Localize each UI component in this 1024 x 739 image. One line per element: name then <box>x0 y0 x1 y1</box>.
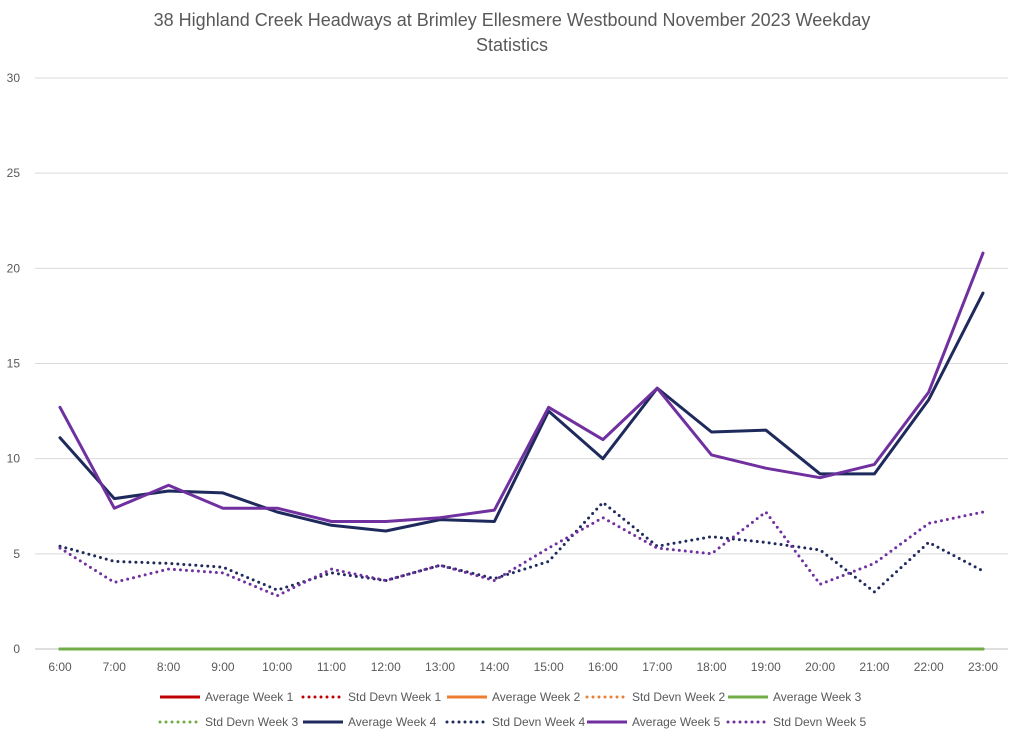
x-tick-label: 7:00 <box>103 660 127 674</box>
series-lines <box>58 251 985 651</box>
x-tick-label: 9:00 <box>211 660 235 674</box>
x-tick-label: 16:00 <box>588 660 618 674</box>
x-tick-label: 8:00 <box>157 660 181 674</box>
x-tick-label: 14:00 <box>479 660 509 674</box>
x-tick-label: 19:00 <box>751 660 781 674</box>
legend-label: Average Week 2 <box>492 690 581 704</box>
x-tick-label: 18:00 <box>697 660 727 674</box>
x-tick-label: 10:00 <box>262 660 292 674</box>
legend-label: Average Week 1 <box>205 690 294 704</box>
legend-label: Std Devn Week 5 <box>773 715 866 729</box>
series-line-average-week-4 <box>58 291 985 533</box>
series-line-std-devn-week-4 <box>58 500 985 594</box>
chart-title-line-2: Statistics <box>475 35 549 55</box>
x-tick-label: 11:00 <box>317 660 346 674</box>
x-tick-label: 23:00 <box>968 660 998 674</box>
y-tick-label: 25 <box>7 166 21 180</box>
x-tick-label: 15:00 <box>534 660 564 674</box>
y-tick-label: 5 <box>13 547 20 561</box>
y-tick-label: 15 <box>7 357 21 371</box>
series-line-average-week-5 <box>58 251 985 523</box>
y-tick-label: 0 <box>13 642 20 656</box>
legend-label: Std Devn Week 4 <box>492 715 585 729</box>
y-tick-label: 10 <box>7 452 21 466</box>
legend-label: Std Devn Week 1 <box>348 690 441 704</box>
x-tick-label: 21:00 <box>859 660 889 674</box>
legend-label: Average Week 5 <box>632 715 721 729</box>
x-tick-label: 6:00 <box>48 660 72 674</box>
legend-label: Average Week 3 <box>773 690 862 704</box>
y-tick-label: 30 <box>7 71 21 85</box>
y-axis-ticks: 0 5 10 15 20 25 30 <box>7 71 21 656</box>
chart-title: 38 Highland Creek Headways at Brimley El… <box>0 8 1024 58</box>
x-tick-label: 17:00 <box>642 660 672 674</box>
legend-label: Std Devn Week 2 <box>632 690 725 704</box>
chart-title-line-1: 38 Highland Creek Headways at Brimley El… <box>153 10 871 30</box>
gridlines <box>35 77 1008 650</box>
legend-label: Std Devn Week 3 <box>205 715 298 729</box>
legend: Average Week 1 Std Devn Week 1 Average Wee… <box>158 690 866 729</box>
y-tick-label: 20 <box>7 261 21 275</box>
x-tick-label: 12:00 <box>371 660 401 674</box>
x-tick-label: 13:00 <box>425 660 455 674</box>
x-tick-label: 20:00 <box>805 660 835 674</box>
x-tick-label: 22:00 <box>914 660 944 674</box>
x-axis-ticks: 6:00 7:00 8:00 9:00 10:00 11:00 12:00 13:00 14:0… <box>48 660 998 674</box>
legend-label: Average Week 4 <box>348 715 437 729</box>
